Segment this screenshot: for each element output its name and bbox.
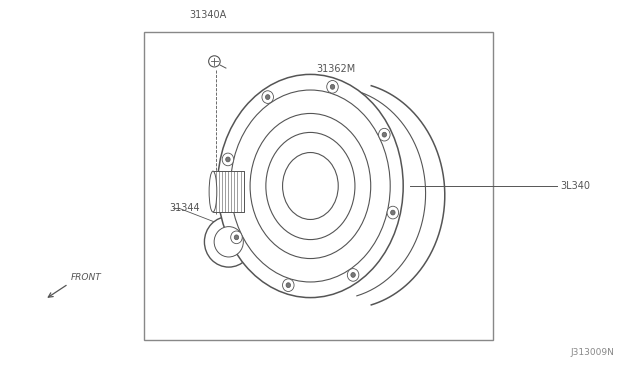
Ellipse shape [282, 279, 294, 292]
Ellipse shape [218, 74, 403, 298]
Ellipse shape [351, 273, 355, 278]
Ellipse shape [262, 91, 273, 103]
Ellipse shape [266, 132, 355, 240]
Ellipse shape [283, 153, 339, 219]
Text: 31362M: 31362M [317, 64, 356, 74]
Ellipse shape [234, 235, 239, 240]
Ellipse shape [204, 217, 253, 267]
Ellipse shape [209, 171, 217, 212]
Bar [144, 32, 493, 340]
Ellipse shape [230, 231, 242, 244]
Ellipse shape [382, 132, 387, 137]
Text: FRONT: FRONT [70, 273, 101, 282]
Ellipse shape [222, 153, 234, 166]
FancyBboxPatch shape [213, 171, 244, 212]
Ellipse shape [214, 227, 243, 257]
Ellipse shape [226, 157, 230, 162]
Ellipse shape [390, 210, 395, 215]
Ellipse shape [250, 113, 371, 259]
Ellipse shape [330, 84, 335, 89]
Text: 31340A: 31340A [189, 10, 227, 20]
Ellipse shape [379, 128, 390, 141]
Ellipse shape [286, 283, 291, 288]
Ellipse shape [209, 56, 220, 67]
Ellipse shape [348, 269, 359, 281]
Text: 3L340: 3L340 [560, 181, 590, 191]
Text: J313009N: J313009N [570, 348, 614, 357]
Ellipse shape [327, 80, 339, 93]
Ellipse shape [230, 90, 390, 282]
Ellipse shape [266, 94, 270, 99]
Ellipse shape [387, 206, 399, 219]
Text: 31344: 31344 [170, 203, 200, 213]
